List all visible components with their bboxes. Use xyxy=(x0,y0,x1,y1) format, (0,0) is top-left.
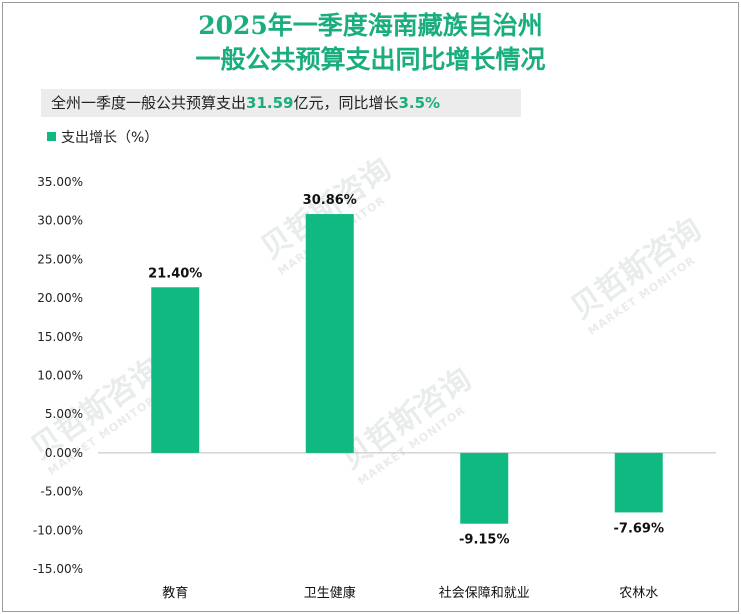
bar xyxy=(151,287,200,453)
legend-swatch xyxy=(47,132,56,141)
bar-chart: 35.00% 30.00% 25.00% 20.00% 15.00% 10.00% 5.00… xyxy=(33,175,716,601)
legend: 支出增长（%） xyxy=(47,127,158,147)
y-tick-label: 10.00% xyxy=(37,369,83,383)
y-tick-label: 30.00% xyxy=(37,214,83,228)
y-tick-label: -5.00% xyxy=(41,485,83,499)
data-label: -9.15% xyxy=(459,533,510,548)
y-tick-label: 0.00% xyxy=(45,446,83,460)
y-tick-label: 35.00% xyxy=(37,175,83,189)
data-label: 21.40% xyxy=(148,266,202,281)
x-category-label: 卫生健康 xyxy=(304,585,356,601)
summary-value-growth: 3.5% xyxy=(398,94,441,112)
bar xyxy=(614,452,663,513)
legend-label: 支出增长（%） xyxy=(61,130,159,146)
y-tick-label: 15.00% xyxy=(37,330,83,344)
x-category-label: 教育 xyxy=(162,585,188,601)
y-tick-label: -10.00% xyxy=(33,523,83,537)
y-tick-label: 5.00% xyxy=(45,407,83,421)
y-tick-label: -15.00% xyxy=(33,562,83,576)
y-tick-label: 20.00% xyxy=(37,291,83,305)
data-label: -7.69% xyxy=(614,521,665,536)
x-category-label: 社会保障和就业 xyxy=(439,585,530,601)
chart-title-line-2: 一般公共预算支出同比增长情况 xyxy=(195,45,546,74)
summary-middle: 亿元，同比增长 xyxy=(293,94,399,112)
chart-title: 2025年一季度海南藏族自治州 一般公共预算支出同比增长情况 xyxy=(3,9,738,77)
y-tick-label: 25.00% xyxy=(37,252,83,266)
bar xyxy=(460,452,509,524)
x-category-label: 农林水 xyxy=(619,586,658,601)
summary-bar: 全州一季度一般公共预算支出31.59亿元，同比增长3.5% xyxy=(41,89,521,117)
summary-prefix: 全州一季度一般公共预算支出 xyxy=(51,94,247,112)
chart-title-line-1: 2025年一季度海南藏族自治州 xyxy=(198,11,543,40)
summary-value-amount: 31.59 xyxy=(246,94,294,112)
data-label: 30.86% xyxy=(303,193,357,208)
bar xyxy=(305,214,354,453)
summary-text: 全州一季度一般公共预算支出31.59亿元，同比增长3.5% xyxy=(51,89,440,117)
